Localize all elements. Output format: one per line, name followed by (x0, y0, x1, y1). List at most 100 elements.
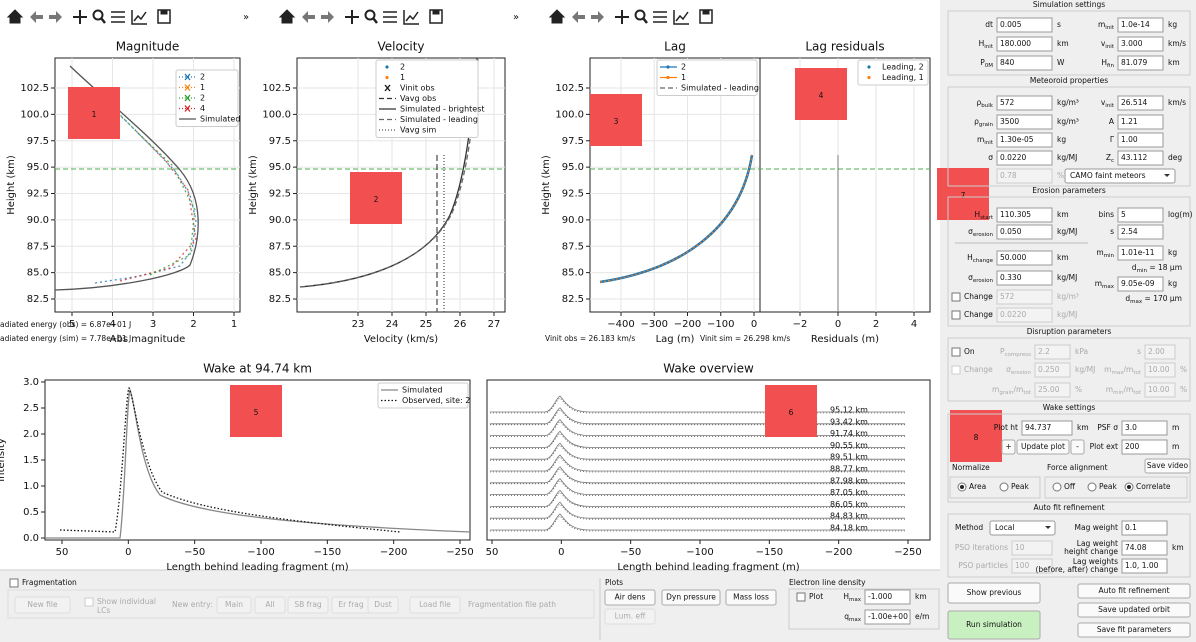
wake-profile (490, 489, 905, 507)
axes-icon[interactable] (403, 10, 419, 25)
field-unit: kg/MJ (1057, 273, 1077, 282)
text-input[interactable] (1117, 207, 1164, 223)
button[interactable] (725, 589, 777, 606)
button-label: New file (27, 600, 58, 609)
subscript: tot (1133, 370, 1142, 376)
field-label: mmin/mtot (1106, 385, 1142, 396)
zoom-icon[interactable] (92, 9, 104, 21)
pan-icon[interactable] (615, 10, 629, 24)
text-input[interactable] (1117, 150, 1164, 166)
subscript: erosion (1011, 370, 1032, 376)
back-icon[interactable] (302, 11, 315, 23)
text-input[interactable] (1117, 132, 1164, 148)
home-icon[interactable] (6, 9, 24, 24)
button[interactable] (1016, 439, 1070, 455)
button[interactable] (1070, 439, 1085, 455)
button[interactable] (1001, 439, 1016, 455)
field-label: σ (988, 153, 993, 162)
text-input[interactable] (1021, 420, 1073, 436)
legend-label: Leading, 1 (882, 73, 924, 82)
x-axis-label: Length behind leading fragment (m) (166, 562, 348, 573)
text-input[interactable] (1117, 55, 1164, 71)
forward-icon[interactable] (49, 11, 62, 23)
text-input[interactable] (1117, 245, 1164, 261)
home-icon[interactable] (548, 9, 566, 24)
text-input[interactable] (996, 270, 1053, 286)
legend-label: Observed, site: 2 (402, 396, 470, 405)
radio[interactable] (999, 482, 1009, 492)
axes-icon[interactable] (673, 10, 689, 25)
text-input[interactable] (1117, 276, 1164, 292)
dropdown[interactable] (989, 520, 1056, 536)
button[interactable] (1077, 602, 1191, 618)
text-input[interactable] (1121, 540, 1168, 556)
zoom-icon[interactable] (364, 9, 376, 21)
radio[interactable] (1087, 482, 1097, 492)
text-input[interactable] (864, 589, 911, 605)
text-input[interactable] (996, 55, 1053, 71)
button[interactable] (947, 582, 1041, 604)
text-input[interactable] (996, 36, 1053, 52)
checkbox[interactable] (9, 578, 19, 588)
pan-icon[interactable] (345, 10, 359, 24)
button[interactable] (947, 610, 1041, 640)
subscript: min (1113, 390, 1124, 396)
home-icon[interactable] (278, 9, 296, 24)
text-input[interactable] (1121, 520, 1168, 536)
label-part: PSO iterations (955, 543, 1008, 552)
input-value: 0.78 (1000, 171, 1017, 180)
button[interactable] (661, 589, 721, 606)
zoom-icon[interactable] (634, 9, 646, 21)
text-input[interactable] (1117, 36, 1164, 52)
text-input[interactable] (996, 114, 1053, 130)
text-input[interactable] (996, 224, 1053, 240)
section-title: Auto fit refinement (1033, 503, 1104, 512)
config-icon[interactable] (111, 11, 125, 23)
text-input[interactable] (996, 132, 1053, 148)
y-tick-label: 92.5 (269, 189, 291, 200)
forward-icon[interactable] (321, 11, 334, 23)
label-part: /m (1123, 385, 1133, 394)
text-input[interactable] (996, 95, 1053, 111)
text-input[interactable] (996, 17, 1053, 33)
text-input[interactable] (1117, 114, 1164, 130)
panel-marker-number: 7 (961, 191, 966, 200)
button-label: All (265, 600, 274, 609)
text-input[interactable] (1117, 17, 1164, 33)
text-input[interactable] (1121, 558, 1168, 574)
section-title: Meteoroid properties (1030, 76, 1108, 85)
button[interactable] (1077, 583, 1191, 599)
field-label: qmax (844, 612, 861, 623)
button[interactable] (1077, 622, 1191, 638)
text-input[interactable] (996, 150, 1053, 166)
text-input[interactable] (1121, 439, 1168, 455)
button[interactable] (1144, 458, 1191, 474)
text-input[interactable] (1117, 95, 1164, 111)
checkbox[interactable] (796, 592, 806, 602)
radio-group (949, 476, 1041, 499)
text-input[interactable] (1117, 224, 1164, 240)
radio[interactable] (1052, 482, 1062, 492)
forward-icon[interactable] (591, 11, 604, 23)
checkbox[interactable] (951, 310, 961, 320)
field-unit: kg/MJ (1075, 365, 1095, 374)
checkbox[interactable] (951, 347, 961, 357)
panel-marker (230, 385, 282, 437)
back-icon[interactable] (572, 11, 585, 23)
field-unit: kg/m³ (1057, 292, 1079, 301)
text-input (996, 289, 1053, 305)
y-tick-label: 87.5 (269, 241, 291, 252)
text-input[interactable] (1121, 420, 1168, 436)
dropdown[interactable] (1064, 168, 1176, 184)
config-icon[interactable] (653, 11, 667, 23)
axes-icon[interactable] (131, 10, 147, 25)
pan-icon[interactable] (73, 10, 87, 24)
text-input[interactable] (864, 609, 911, 625)
text-input[interactable] (996, 250, 1053, 266)
back-icon[interactable] (30, 11, 43, 23)
button[interactable] (604, 589, 656, 606)
checkbox[interactable] (951, 292, 961, 302)
text-input[interactable] (996, 207, 1053, 223)
config-icon[interactable] (383, 11, 397, 23)
